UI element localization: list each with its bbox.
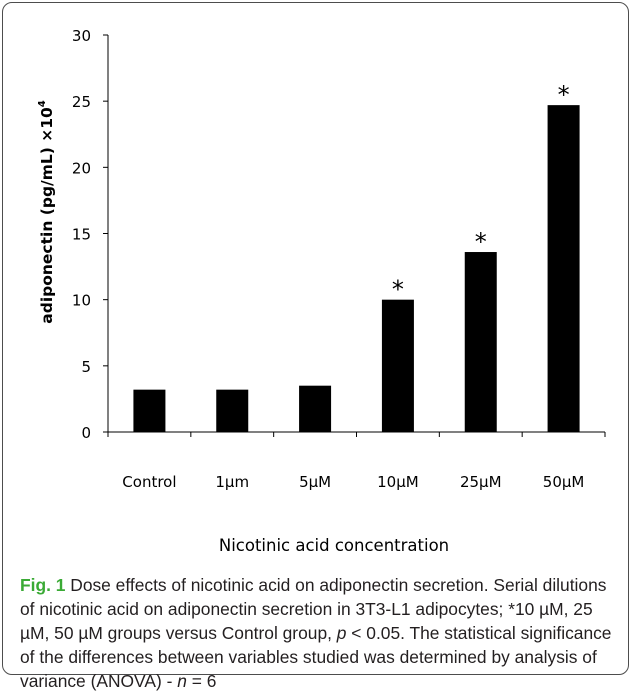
y-tick-label: 30 (72, 27, 91, 45)
figure-frame (2, 2, 629, 675)
y-tick-label: 10 (72, 292, 91, 310)
y-tick-label: 5 (81, 358, 91, 376)
y-axis-label: adiponectin (pg/mL) ×104 (37, 100, 56, 324)
x-tick-label: 5µM (299, 473, 331, 491)
x-axis-label: Nicotinic acid concentration (219, 536, 449, 555)
bar (547, 105, 580, 433)
x-tick-label: 50µM (543, 473, 585, 491)
x-tick-label: Control (122, 473, 176, 491)
y-tick-label: 0 (81, 424, 91, 442)
caption-label: Fig. 1 (20, 575, 66, 595)
y-tick-label: 15 (72, 226, 91, 244)
chart-labels: 0 5 10 15 20 25 30 Control 1µm 5µM 10µM * 25µM * 50µM * (72, 27, 584, 491)
chart-bars (133, 105, 580, 433)
bar (299, 385, 332, 432)
significance-marker: * (558, 81, 570, 109)
caption-p-symbol: p (336, 623, 347, 643)
bar (133, 389, 166, 432)
chart-axes (103, 34, 606, 437)
bar (381, 299, 414, 432)
caption-n-symbol: n (177, 671, 187, 691)
x-tick-label: 1µm (215, 473, 249, 491)
caption-text: = 6 (186, 671, 217, 691)
y-tick-label: 20 (72, 159, 91, 177)
bar (464, 252, 497, 432)
significance-marker: * (392, 276, 404, 304)
x-tick-label: 10µM (377, 473, 419, 491)
caption-text: Dose effects of nicotinic acid on adipon… (20, 575, 607, 643)
figure-caption: Fig. 1 Dose effects of nicotinic acid on… (20, 573, 620, 693)
bar (216, 389, 249, 432)
x-tick-label: 25µM (460, 473, 502, 491)
significance-marker: * (475, 228, 487, 256)
y-tick-label: 25 (72, 93, 91, 111)
